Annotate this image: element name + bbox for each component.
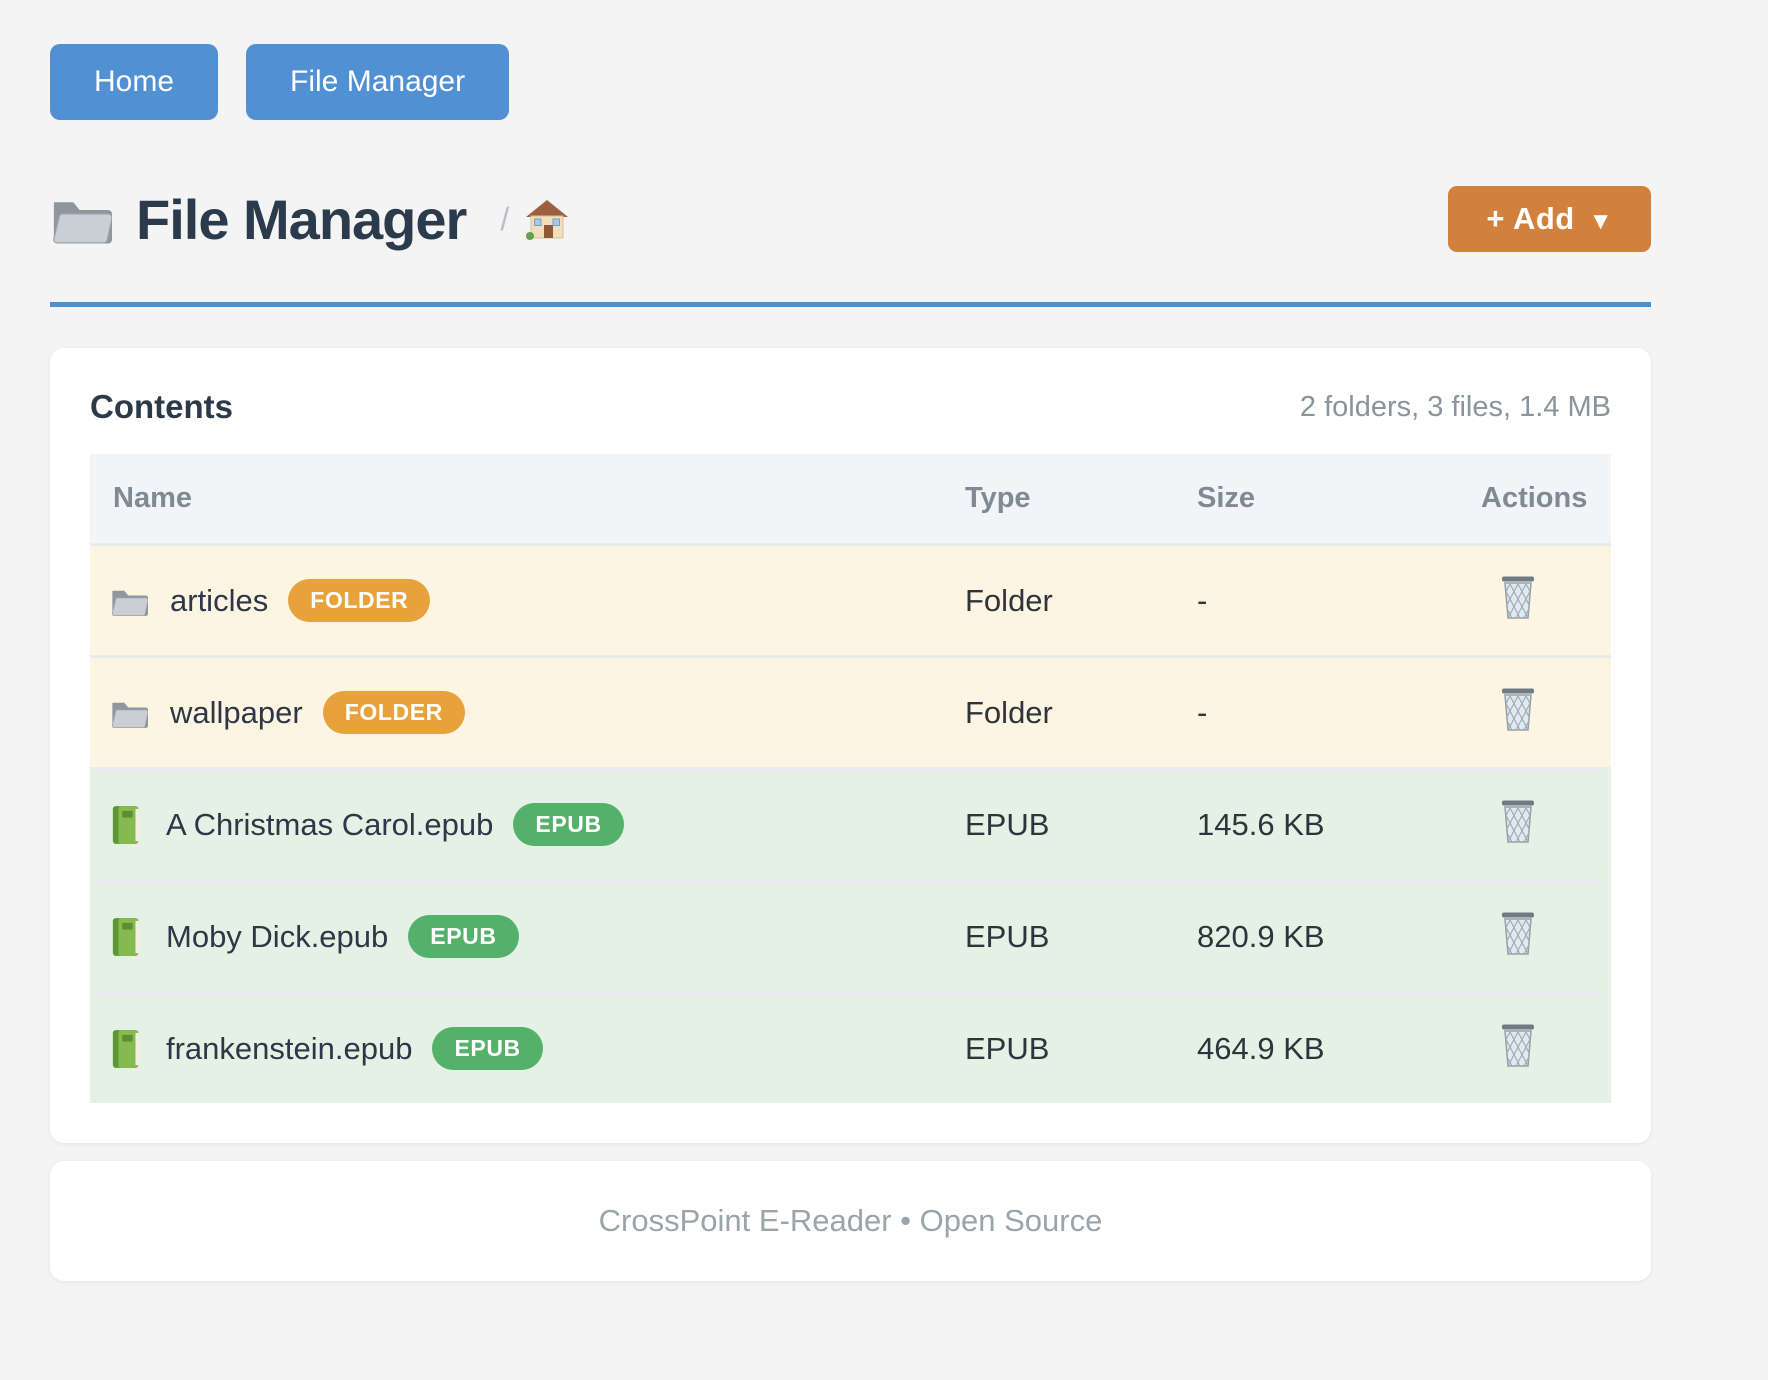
item-type: EPUB (965, 918, 1050, 954)
epub-badge: EPUB (513, 803, 624, 846)
title-divider (50, 302, 1651, 307)
folder-badge: FOLDER (322, 691, 465, 734)
column-header-type: Type (953, 454, 1185, 545)
item-size: - (1197, 582, 1208, 618)
contents-card: Contents 2 folders, 3 files, 1.4 MB Name… (50, 348, 1651, 1143)
item-size: 145.6 KB (1197, 806, 1325, 842)
delete-button[interactable] (1481, 686, 1537, 732)
file-table: Name Type Size Actions articles FOLDER F… (90, 454, 1611, 1103)
home-icon[interactable] (525, 198, 569, 240)
item-size: - (1197, 694, 1208, 730)
wastebasket-icon (1499, 574, 1537, 620)
add-button[interactable]: + Add ▼ (1448, 186, 1651, 252)
nav-file-manager-button[interactable]: File Manager (246, 44, 510, 120)
folder-icon (111, 589, 148, 616)
footer-text: CrossPoint E-Reader • Open Source (598, 1203, 1103, 1238)
item-name[interactable]: wallpaper (170, 694, 303, 730)
folder-icon (111, 701, 148, 728)
top-nav: Home File Manager (50, 0, 1651, 120)
table-row: A Christmas Carol.epub EPUB EPUB 145.6 K… (90, 768, 1611, 881)
column-header-actions: Actions (1469, 454, 1611, 545)
page-header: File Manager / + Add ▼ (50, 186, 1651, 252)
delete-button[interactable] (1481, 1022, 1537, 1068)
item-size: 464.9 KB (1197, 1030, 1325, 1066)
item-name[interactable]: frankenstein.epub (166, 1030, 413, 1066)
folder-icon (53, 201, 112, 245)
breadcrumb-separator: / (500, 200, 510, 237)
item-type: Folder (965, 582, 1053, 618)
delete-button[interactable] (1481, 910, 1537, 956)
table-row: articles FOLDER Folder - (90, 544, 1611, 657)
item-size: 820.9 KB (1197, 918, 1325, 954)
table-row: wallpaper FOLDER Folder - (90, 656, 1611, 769)
breadcrumb: / (500, 198, 569, 240)
item-name[interactable]: A Christmas Carol.epub (166, 806, 494, 842)
contents-card-header: Contents 2 folders, 3 files, 1.4 MB (90, 388, 1611, 426)
item-type: Folder (965, 694, 1053, 730)
wastebasket-icon (1499, 686, 1537, 732)
contents-heading: Contents (90, 388, 233, 425)
chevron-down-icon: ▼ (1588, 208, 1613, 235)
item-name[interactable]: articles (170, 582, 269, 618)
page: Home File Manager File Manager / + Add ▼ … (50, 0, 1651, 1281)
wastebasket-icon (1499, 910, 1537, 956)
folder-badge: FOLDER (288, 579, 431, 622)
delete-button[interactable] (1481, 574, 1537, 620)
table-header-row: Name Type Size Actions (90, 454, 1611, 545)
add-button-label: + Add (1486, 201, 1575, 236)
footer-card: CrossPoint E-Reader • Open Source (50, 1161, 1651, 1281)
wastebasket-icon (1499, 1022, 1537, 1068)
title-wrap: File Manager / (50, 187, 569, 252)
book-icon (112, 1029, 139, 1068)
page-title: File Manager (136, 187, 467, 251)
item-type: EPUB (965, 806, 1050, 842)
table-row: Moby Dick.epub EPUB EPUB 820.9 KB (90, 880, 1611, 993)
column-header-name: Name (90, 454, 953, 545)
epub-badge: EPUB (408, 915, 519, 958)
book-icon (112, 805, 139, 844)
contents-summary: 2 folders, 3 files, 1.4 MB (1299, 390, 1611, 423)
wastebasket-icon (1499, 798, 1537, 844)
table-row: frankenstein.epub EPUB EPUB 464.9 KB (90, 992, 1611, 1103)
item-name[interactable]: Moby Dick.epub (166, 918, 389, 954)
item-type: EPUB (965, 1030, 1050, 1066)
book-icon (112, 917, 139, 956)
column-header-size: Size (1185, 454, 1469, 545)
epub-badge: EPUB (432, 1027, 543, 1070)
nav-home-button[interactable]: Home (50, 44, 219, 120)
delete-button[interactable] (1481, 798, 1537, 844)
